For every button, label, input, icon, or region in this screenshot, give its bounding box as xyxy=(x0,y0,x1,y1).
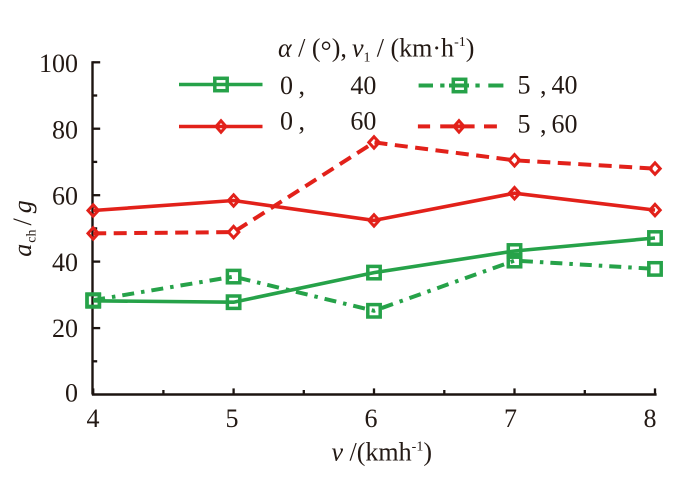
svg-text:20: 20 xyxy=(52,314,78,343)
svg-text:,: , xyxy=(299,71,306,100)
svg-text:v /(kmh-1): v /(kmh-1) xyxy=(332,438,433,467)
svg-text:0: 0 xyxy=(280,71,293,100)
svg-text:,: , xyxy=(299,106,306,135)
svg-text:7: 7 xyxy=(504,404,517,433)
svg-text:8: 8 xyxy=(644,404,657,433)
svg-text:v1: v1 xyxy=(352,34,371,66)
svg-text:5: 5 xyxy=(518,71,531,100)
svg-text:,: , xyxy=(540,71,547,100)
svg-text:α / (°),: α / (°), xyxy=(278,34,347,68)
svg-text:5: 5 xyxy=(226,404,239,433)
svg-text:80: 80 xyxy=(52,115,78,144)
svg-text:40: 40 xyxy=(52,248,78,277)
svg-text:40: 40 xyxy=(350,71,376,100)
svg-text:0: 0 xyxy=(280,106,293,135)
svg-text:6: 6 xyxy=(365,404,378,433)
svg-text:60: 60 xyxy=(52,182,78,211)
svg-text:100: 100 xyxy=(39,49,78,78)
svg-text:60: 60 xyxy=(350,106,376,135)
svg-text:4: 4 xyxy=(87,404,100,433)
svg-text:,: , xyxy=(540,109,547,138)
svg-text:ach/g: ach/g xyxy=(8,200,40,256)
svg-text:60: 60 xyxy=(552,109,578,138)
svg-text:0: 0 xyxy=(65,378,78,407)
svg-text:40: 40 xyxy=(552,71,578,100)
svg-text:5: 5 xyxy=(518,109,531,138)
